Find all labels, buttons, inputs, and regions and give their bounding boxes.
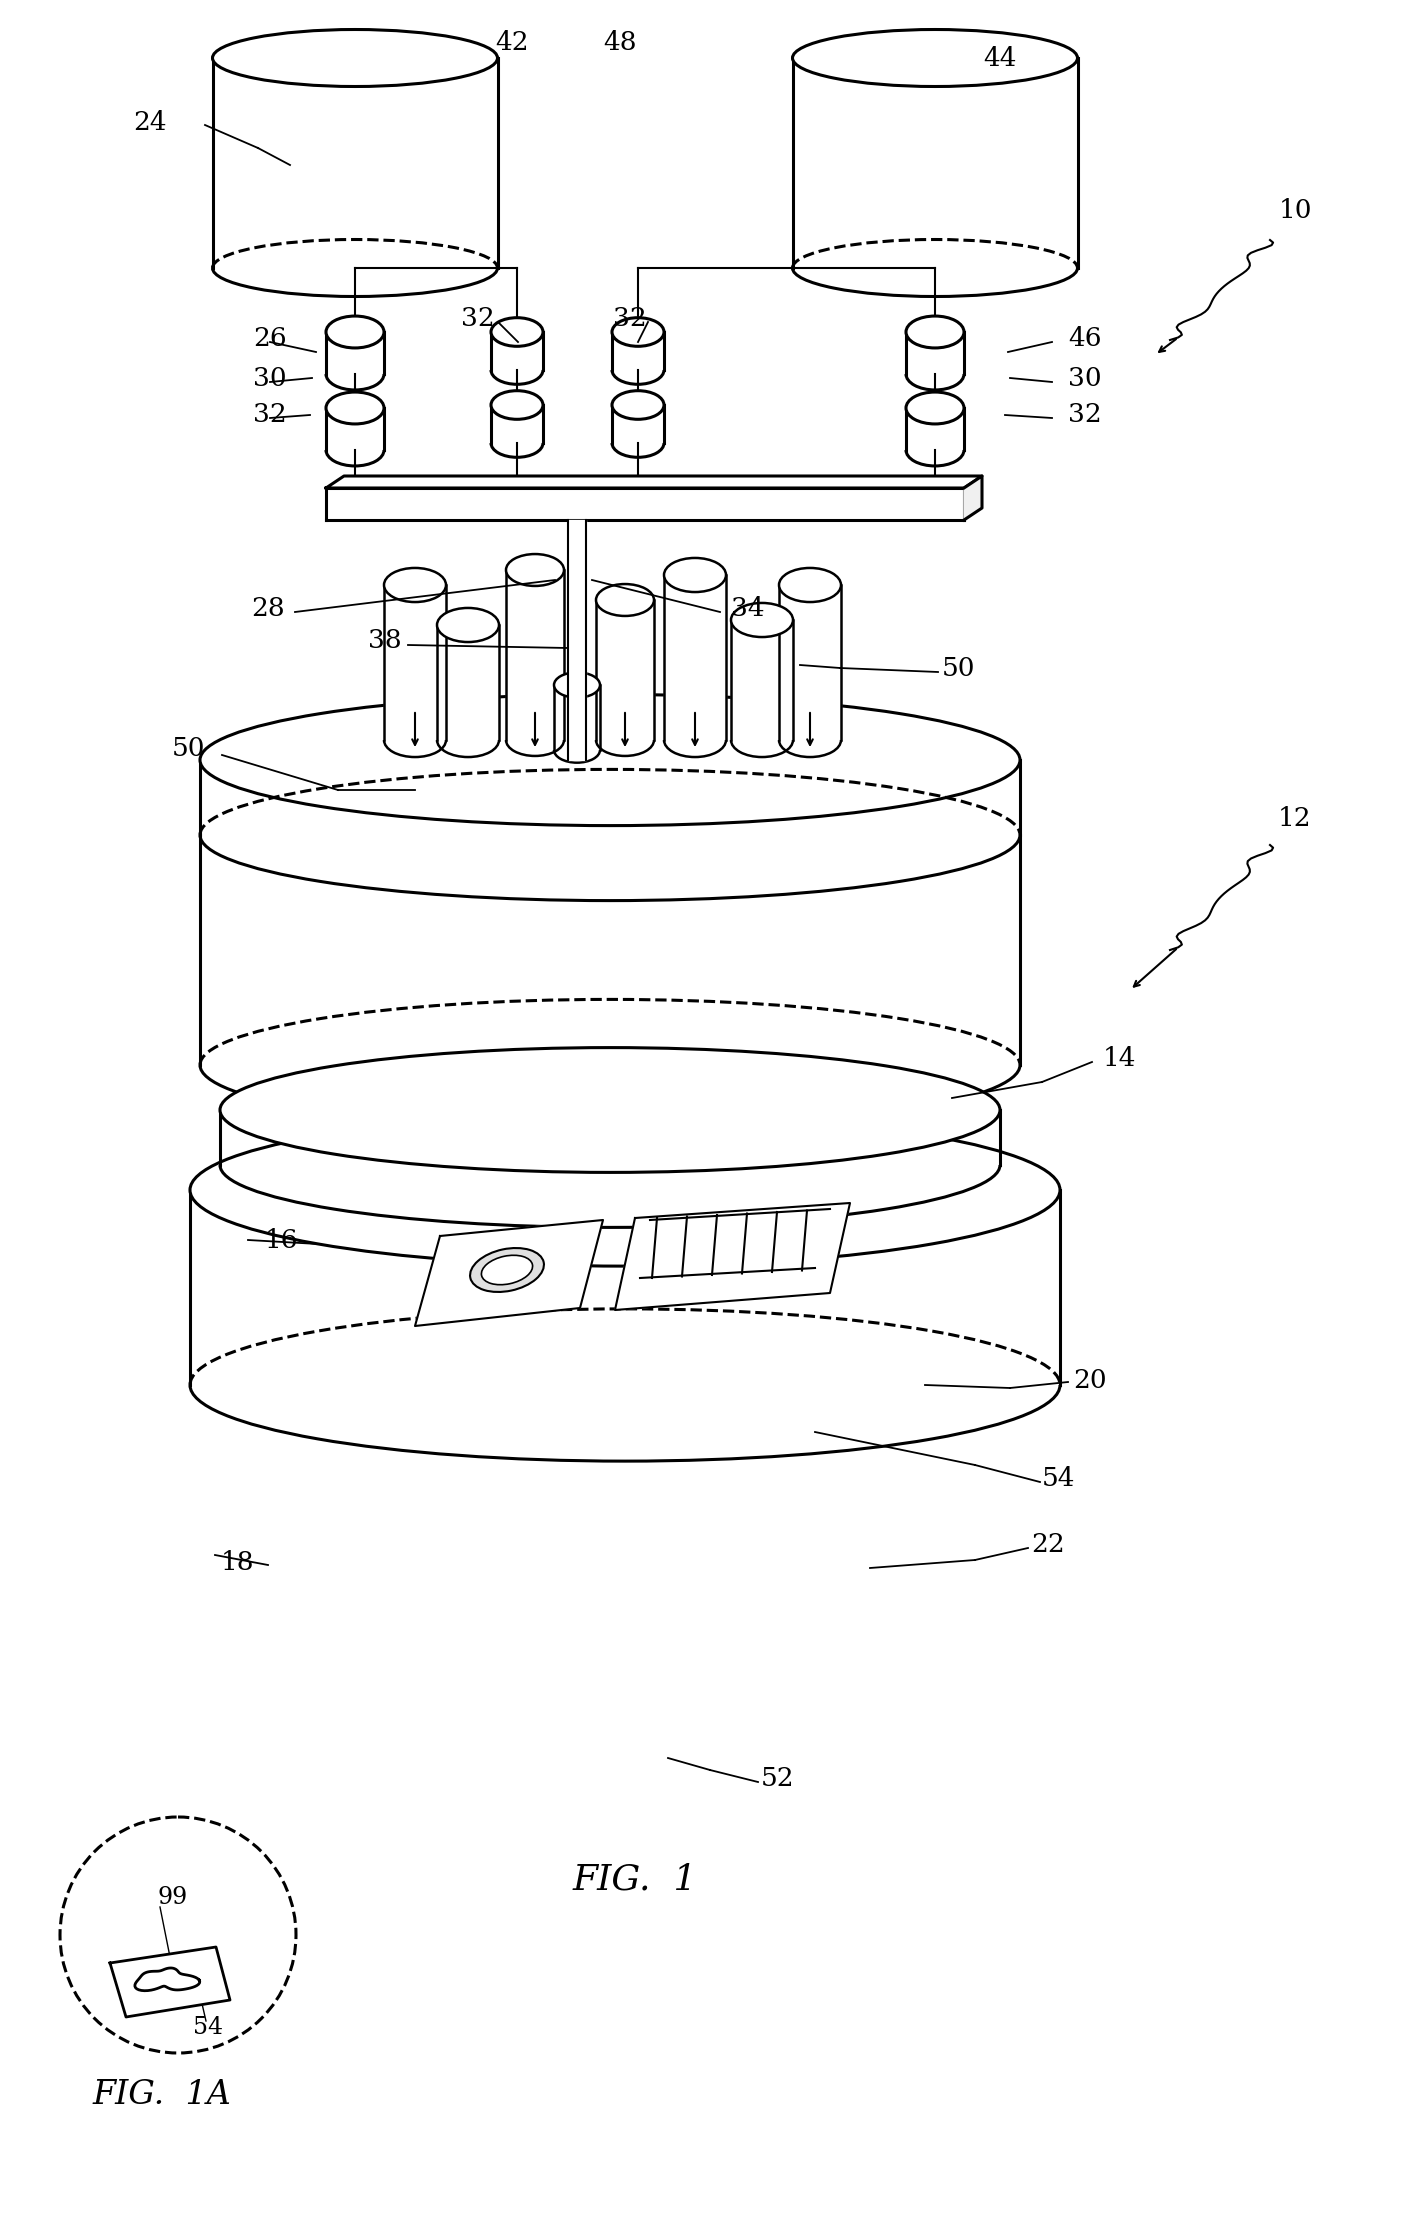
Polygon shape <box>779 585 841 740</box>
Text: 12: 12 <box>1278 805 1312 831</box>
Polygon shape <box>612 405 665 442</box>
Ellipse shape <box>906 316 964 349</box>
Text: 30: 30 <box>254 365 287 391</box>
Polygon shape <box>327 331 384 373</box>
Polygon shape <box>327 476 983 489</box>
Polygon shape <box>732 620 793 740</box>
Polygon shape <box>506 569 565 740</box>
Text: 14: 14 <box>1104 1045 1137 1071</box>
Text: 28: 28 <box>251 596 285 620</box>
Ellipse shape <box>327 391 384 425</box>
Polygon shape <box>906 331 964 373</box>
Text: 46: 46 <box>1068 325 1102 351</box>
Text: 42: 42 <box>495 29 529 56</box>
Ellipse shape <box>612 318 665 347</box>
Polygon shape <box>906 409 964 449</box>
Text: 18: 18 <box>221 1549 255 1574</box>
Ellipse shape <box>553 671 600 698</box>
Ellipse shape <box>200 694 1020 825</box>
Text: 32: 32 <box>254 402 287 427</box>
Text: 54: 54 <box>193 2016 222 2038</box>
Text: 52: 52 <box>761 1765 794 1790</box>
Polygon shape <box>612 331 665 369</box>
Polygon shape <box>596 600 655 740</box>
Polygon shape <box>491 405 543 442</box>
Polygon shape <box>220 1109 1000 1165</box>
Ellipse shape <box>190 1114 1060 1267</box>
Polygon shape <box>436 625 499 740</box>
Text: 34: 34 <box>732 596 764 620</box>
Ellipse shape <box>220 1047 1000 1172</box>
Text: 32: 32 <box>1068 402 1102 427</box>
Polygon shape <box>793 58 1078 269</box>
Ellipse shape <box>779 567 841 602</box>
Text: FIG.  1A: FIG. 1A <box>93 2079 231 2112</box>
Ellipse shape <box>793 29 1078 87</box>
Ellipse shape <box>384 567 446 602</box>
Text: 48: 48 <box>603 29 637 56</box>
Text: 20: 20 <box>1074 1367 1107 1392</box>
Polygon shape <box>200 760 1020 836</box>
Ellipse shape <box>906 391 964 425</box>
Text: 22: 22 <box>1031 1532 1065 1558</box>
Polygon shape <box>568 520 586 760</box>
Polygon shape <box>110 1947 230 2016</box>
Ellipse shape <box>482 1256 532 1285</box>
Text: 99: 99 <box>158 1885 188 1910</box>
Polygon shape <box>553 685 600 749</box>
Text: 30: 30 <box>1068 365 1102 391</box>
Text: 32: 32 <box>613 305 647 331</box>
Text: 50: 50 <box>941 656 975 680</box>
Text: 32: 32 <box>461 305 495 331</box>
Ellipse shape <box>596 585 655 616</box>
Polygon shape <box>491 331 543 369</box>
Text: FIG.  1: FIG. 1 <box>573 1863 697 1896</box>
Ellipse shape <box>506 554 565 587</box>
Ellipse shape <box>327 316 384 349</box>
Ellipse shape <box>471 1247 543 1292</box>
Polygon shape <box>327 489 964 520</box>
Text: 24: 24 <box>133 109 167 136</box>
Text: 38: 38 <box>368 627 402 654</box>
Text: 26: 26 <box>254 325 287 351</box>
Text: 44: 44 <box>984 44 1017 71</box>
Text: 50: 50 <box>171 736 205 760</box>
Text: 16: 16 <box>265 1227 299 1252</box>
Polygon shape <box>415 1220 603 1325</box>
Polygon shape <box>135 1967 200 1992</box>
Text: 54: 54 <box>1041 1465 1075 1489</box>
Polygon shape <box>327 409 384 449</box>
Text: 10: 10 <box>1278 198 1312 222</box>
Polygon shape <box>615 1203 850 1309</box>
Polygon shape <box>190 1189 1060 1385</box>
Ellipse shape <box>436 607 499 642</box>
Ellipse shape <box>665 558 726 591</box>
Polygon shape <box>212 58 498 269</box>
Polygon shape <box>384 585 446 740</box>
Ellipse shape <box>491 391 543 420</box>
Ellipse shape <box>212 29 498 87</box>
Ellipse shape <box>732 602 793 638</box>
Polygon shape <box>665 576 726 740</box>
Ellipse shape <box>491 318 543 347</box>
Polygon shape <box>200 836 1020 1065</box>
Ellipse shape <box>612 391 665 420</box>
Polygon shape <box>964 476 983 520</box>
